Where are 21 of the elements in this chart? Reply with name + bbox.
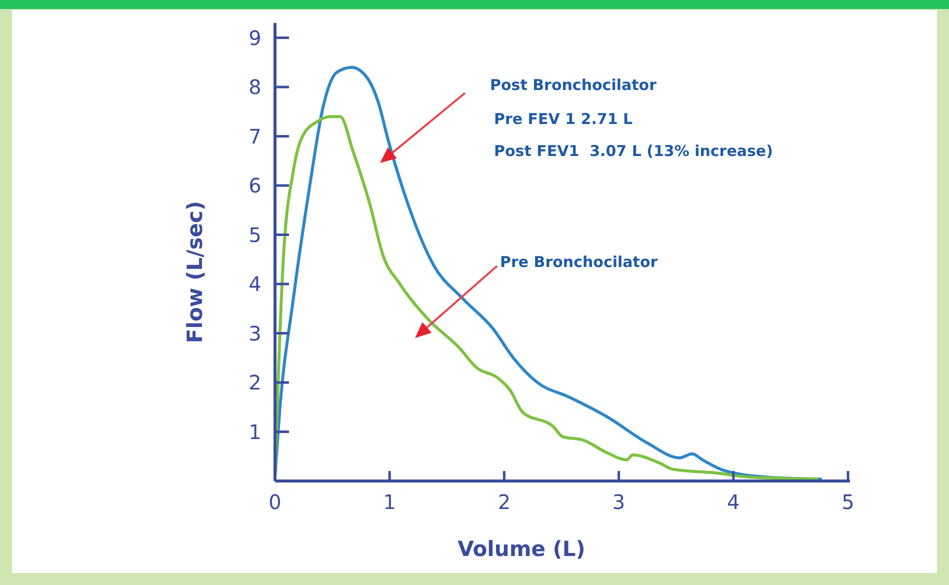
y-tick-label: 2 — [248, 370, 262, 395]
y-tick-label: 4 — [248, 272, 262, 296]
x-tick-label: 2 — [498, 490, 511, 514]
x-tick-label: 4 — [727, 490, 740, 514]
y-tick-label: 8 — [248, 75, 262, 100]
annotation: Post FEV1 3.07 L (13% increase) — [494, 142, 773, 160]
x-tick-label: 5 — [842, 490, 854, 514]
x-tick-label: 1 — [383, 490, 396, 514]
annotation: Pre Bronchocilator — [500, 253, 658, 271]
annotation: Pre FEV 1 2.71 L — [494, 110, 633, 128]
y-axis-title: Flow (L/sec) — [183, 200, 207, 344]
y-tick-label: 7 — [248, 124, 262, 148]
y-tick-label: 9 — [248, 26, 262, 50]
annotation: Post Bronchocilator — [490, 76, 658, 94]
x-axis-title: Volume (L) — [458, 537, 586, 561]
y-tick-label: 6 — [248, 174, 262, 198]
x-tick-label: 0 — [268, 490, 282, 514]
x-tick-label: 3 — [612, 490, 626, 514]
y-tick-label: 1 — [248, 420, 262, 444]
y-tick-label: 3 — [248, 321, 262, 346]
y-tick-label: 5 — [248, 222, 262, 247]
